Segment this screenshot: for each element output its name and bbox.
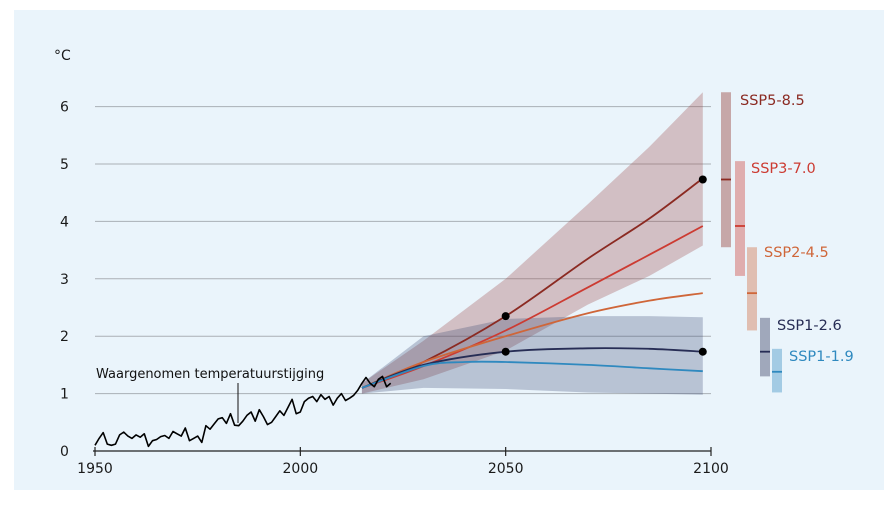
y-tick-label-1: 1 bbox=[60, 387, 69, 403]
chart-panel: °C 0 1 2 3 4 5 6 1950 2000 2050 2100 SSP5-8.5 SSP3-… bbox=[14, 10, 884, 490]
dot-end-SSP5-8.5 bbox=[698, 175, 707, 184]
y-tick-label-6: 6 bbox=[60, 100, 69, 116]
series-label-SSP3-7.0: SSP3-7.0 bbox=[751, 161, 816, 177]
x-tick-label-2000: 2000 bbox=[283, 461, 319, 477]
observed-annotation: Waargenomen temperatuurstijging bbox=[96, 367, 324, 382]
band-SSP5-8.5 bbox=[361, 92, 703, 394]
band-SSP1-2.6 bbox=[361, 316, 703, 395]
observed-line bbox=[94, 375, 392, 448]
range-bar-SSP5-8.5 bbox=[721, 92, 731, 248]
series-label-SSP1-1.9: SSP1-1.9 bbox=[789, 349, 854, 365]
y-tick-label-3: 3 bbox=[60, 272, 69, 288]
series-line-SSP1-1.9 bbox=[361, 360, 703, 389]
series-line-SSP2-4.5 bbox=[361, 292, 703, 389]
x-tick-label-2050: 2050 bbox=[488, 461, 524, 477]
range-bar-SSP1-1.9 bbox=[772, 348, 782, 393]
x-tick-label-1950: 1950 bbox=[77, 461, 113, 477]
range-bar-SSP2-4.5 bbox=[747, 247, 757, 331]
y-axis-unit-label: °C bbox=[54, 48, 71, 64]
y-tick-label-4: 4 bbox=[60, 214, 69, 230]
y-tick-label-0: 0 bbox=[60, 444, 69, 460]
dot-end-SSP1-2.6 bbox=[698, 347, 707, 356]
x-tick-label-2100: 2100 bbox=[693, 461, 729, 477]
series-label-SSP5-8.5: SSP5-8.5 bbox=[740, 93, 805, 109]
range-bar-SSP3-7.0 bbox=[735, 161, 745, 276]
temperature-chart: °C 0 1 2 3 4 5 6 1950 2000 2050 2100 SSP5-8.5 SSP3-… bbox=[54, 48, 854, 477]
dot-2050-SSP1-2.6 bbox=[501, 347, 510, 356]
series-label-SSP1-2.6: SSP1-2.6 bbox=[777, 318, 842, 334]
series-line-SSP1-2.6 bbox=[361, 347, 703, 389]
dot-2050-SSP5-8.5 bbox=[501, 312, 510, 321]
y-tick-label-5: 5 bbox=[60, 157, 69, 173]
y-tick-label-2: 2 bbox=[60, 329, 69, 345]
range-bar-SSP1-2.6 bbox=[760, 317, 770, 377]
series-label-SSP2-4.5: SSP2-4.5 bbox=[764, 245, 829, 261]
